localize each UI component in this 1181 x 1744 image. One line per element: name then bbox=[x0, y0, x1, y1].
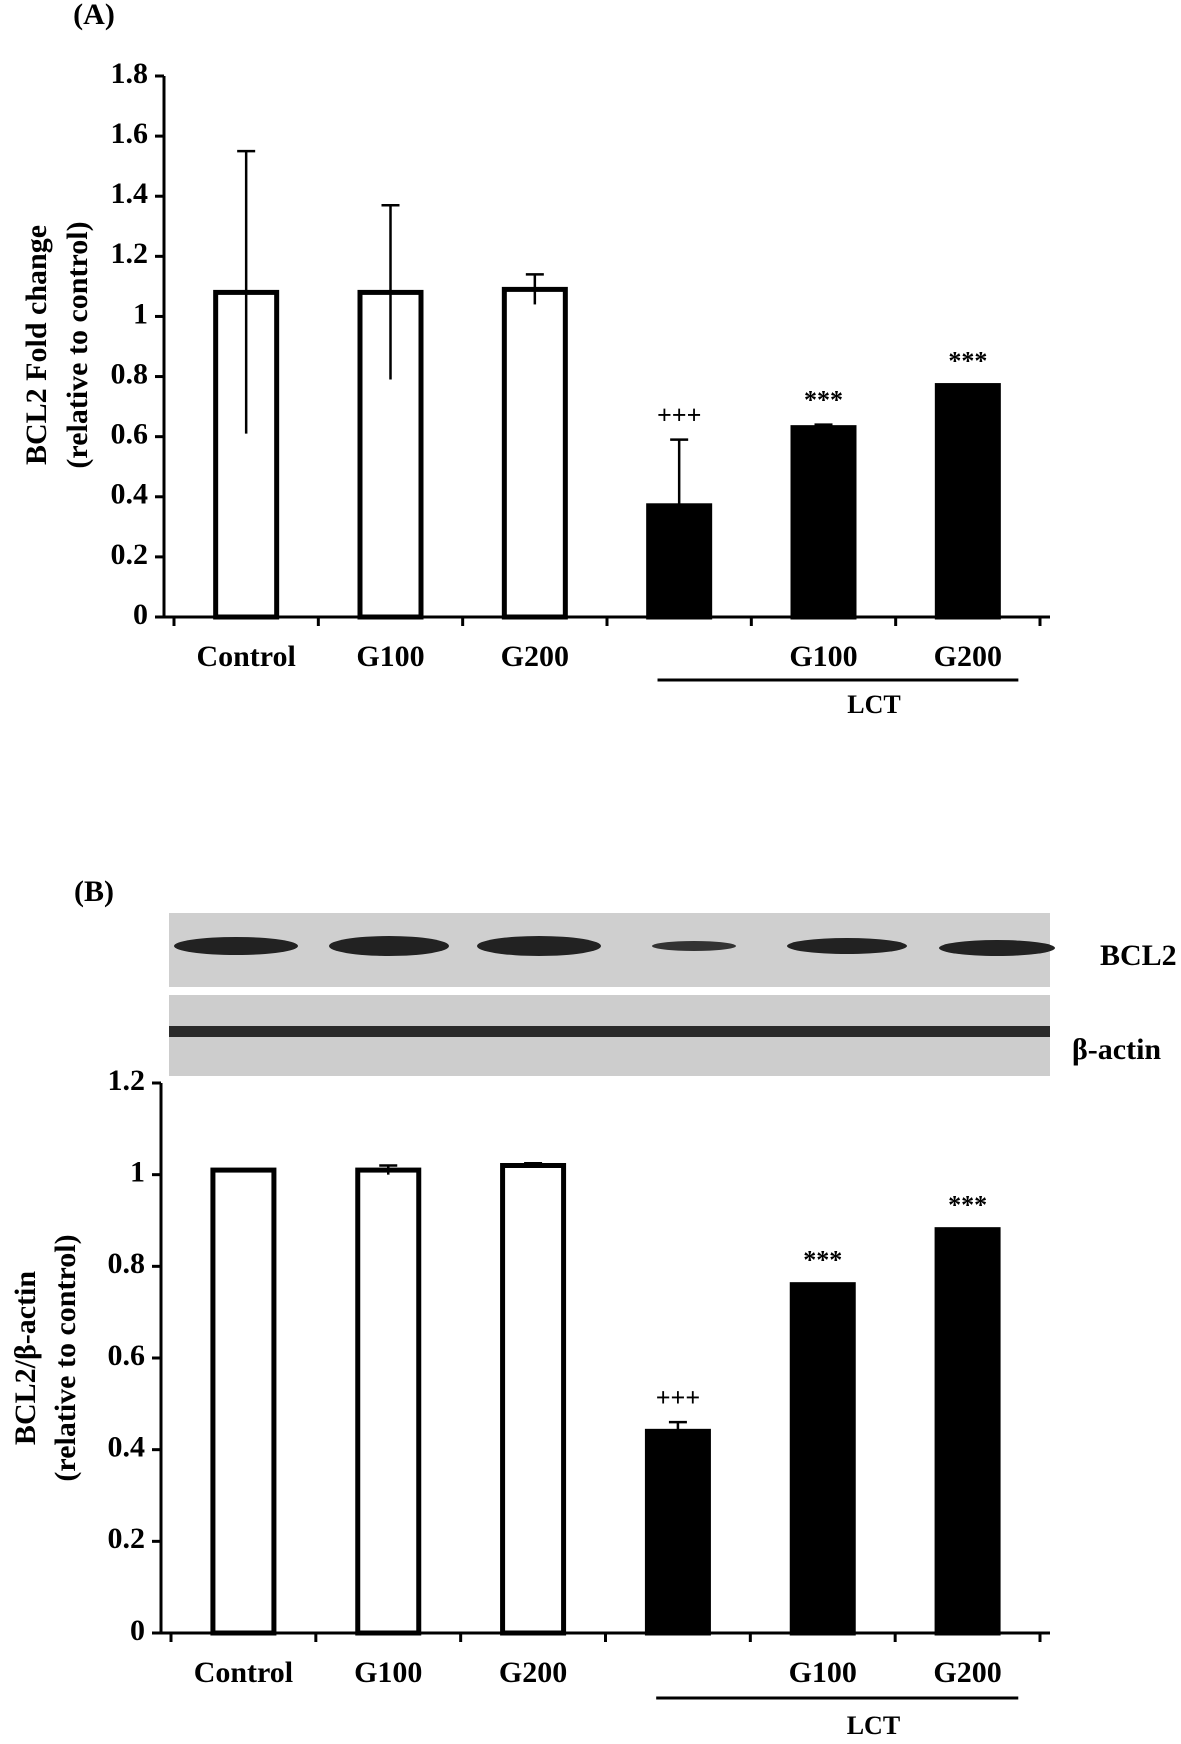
y-tick-label: 0.2 bbox=[111, 538, 149, 571]
x-tick-label: G200 bbox=[501, 640, 569, 673]
significance: *** bbox=[803, 1246, 842, 1275]
panel-label: (A) bbox=[73, 0, 115, 31]
y-tick-label: 0.2 bbox=[108, 1522, 146, 1555]
blot-bcl2 bbox=[169, 913, 1050, 987]
y-axis-label: (relative to control) bbox=[49, 1234, 82, 1481]
significance: *** bbox=[948, 347, 987, 376]
y-tick-label: 0.4 bbox=[108, 1431, 146, 1464]
x-tick-label: G200 bbox=[934, 640, 1002, 673]
y-tick-label: 1.2 bbox=[111, 237, 149, 270]
bar bbox=[934, 383, 1001, 620]
bar bbox=[501, 286, 568, 620]
group-label: LCT bbox=[847, 1711, 900, 1740]
band bbox=[652, 941, 736, 951]
x-tick-label: Control bbox=[194, 1656, 293, 1689]
y-tick-label: 1 bbox=[130, 1156, 145, 1189]
band bbox=[329, 936, 449, 956]
significance: +++ bbox=[656, 1383, 700, 1412]
x-tick-label: G200 bbox=[499, 1656, 567, 1689]
y-tick-label: 1 bbox=[133, 297, 148, 330]
blot-label: BCL2 bbox=[1100, 939, 1177, 972]
y-tick-label: 0 bbox=[133, 598, 148, 631]
x-tick-label: G100 bbox=[789, 640, 857, 673]
x-tick-label: G100 bbox=[354, 1656, 422, 1689]
x-tick-label: G200 bbox=[933, 1656, 1001, 1689]
significance: *** bbox=[804, 386, 843, 415]
x-tick-label: G100 bbox=[356, 640, 424, 673]
y-tick-label: 0.8 bbox=[108, 1247, 146, 1280]
y-tick-label: 0.4 bbox=[111, 478, 149, 511]
bar bbox=[500, 1163, 567, 1636]
bar bbox=[355, 1167, 422, 1636]
y-tick-label: 1.8 bbox=[111, 57, 149, 90]
band bbox=[787, 938, 907, 954]
y-axis-label: BCL2 Fold change bbox=[20, 225, 53, 465]
blot-label: β-actin bbox=[1072, 1033, 1161, 1066]
y-tick-label: 0.6 bbox=[111, 418, 149, 451]
y-tick-label: 0.8 bbox=[111, 357, 149, 390]
significance: +++ bbox=[657, 401, 701, 430]
bar bbox=[210, 1167, 277, 1636]
significance: *** bbox=[948, 1191, 987, 1220]
x-tick-label: Control bbox=[196, 640, 295, 673]
y-tick-label: 0.6 bbox=[108, 1339, 146, 1372]
band bbox=[477, 936, 601, 956]
band bbox=[174, 937, 298, 955]
y-tick-label: 0 bbox=[130, 1614, 145, 1647]
y-axis-label: BCL2/β-actin bbox=[9, 1271, 42, 1445]
y-axis-label: (relative to control) bbox=[61, 221, 94, 468]
western-blot bbox=[169, 913, 1055, 1076]
group-label: LCT bbox=[847, 690, 900, 719]
bar bbox=[789, 1282, 856, 1636]
band bbox=[169, 1026, 1050, 1037]
bar bbox=[934, 1227, 1001, 1636]
bar bbox=[790, 425, 857, 620]
y-tick-label: 1.2 bbox=[108, 1064, 146, 1097]
band bbox=[939, 940, 1055, 956]
bar bbox=[644, 1428, 711, 1636]
y-tick-label: 1.4 bbox=[111, 177, 149, 210]
y-tick-label: 1.6 bbox=[111, 117, 149, 150]
panel-label: (B) bbox=[74, 875, 114, 908]
x-tick-label: G100 bbox=[789, 1656, 857, 1689]
